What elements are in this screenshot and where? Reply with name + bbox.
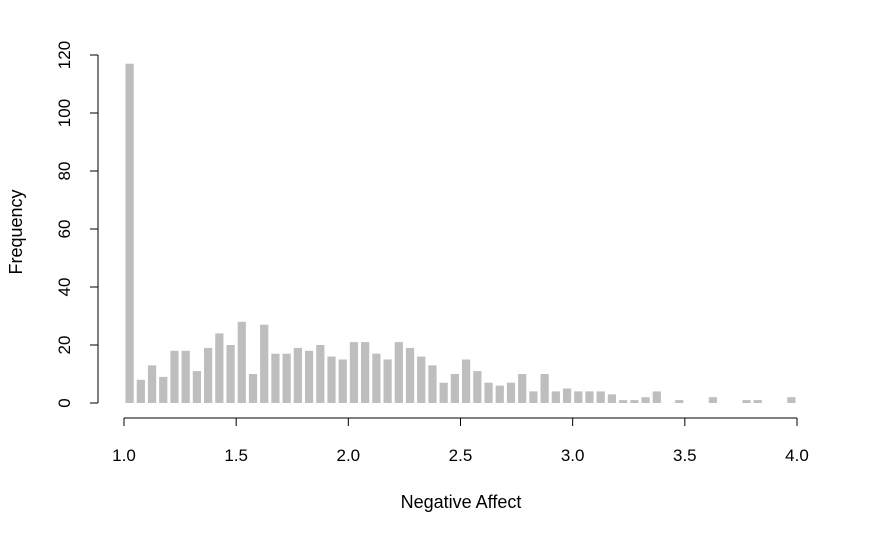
histogram-bar <box>304 350 314 403</box>
bars-group <box>125 63 796 403</box>
y-tick-label: 20 <box>55 336 74 355</box>
histogram-bar <box>574 391 583 403</box>
histogram-bar <box>787 397 796 403</box>
histogram-bar <box>383 359 392 403</box>
histogram-bar <box>136 379 145 403</box>
histogram-bar <box>652 391 661 403</box>
x-axis-title: Negative Affect <box>401 492 522 512</box>
histogram-bar <box>417 356 426 403</box>
histogram-bar <box>742 400 751 403</box>
histogram-bar <box>607 394 617 403</box>
y-tick-label: 60 <box>55 220 74 239</box>
x-tick-label: 3.5 <box>673 446 697 465</box>
x-tick-label: 3.0 <box>561 446 585 465</box>
y-axis-title: Frequency <box>6 189 26 274</box>
histogram-bar <box>462 359 471 403</box>
x-tick-label: 2.5 <box>449 446 473 465</box>
x-tick-label: 2.0 <box>337 446 361 465</box>
histogram-bar <box>226 345 235 403</box>
histogram-bar <box>316 345 325 403</box>
histogram-bar <box>495 385 504 403</box>
histogram-bar <box>596 391 605 403</box>
histogram-bar <box>282 353 291 403</box>
histogram-bar <box>675 400 684 403</box>
histogram-bar <box>125 63 134 403</box>
histogram-bar <box>753 400 762 403</box>
y-tick-label: 0 <box>55 398 74 407</box>
y-tick-label: 80 <box>55 162 74 181</box>
histogram-bar <box>585 391 594 403</box>
histogram-bar <box>405 347 415 403</box>
histogram-bar <box>260 324 269 403</box>
histogram-bar <box>338 359 347 403</box>
histogram-bar <box>192 371 202 403</box>
y-axis: 0 20 40 60 80 100 120 <box>55 41 99 408</box>
y-tick-label: 40 <box>55 278 74 297</box>
x-axis: 1.0 1.5 2.0 2.5 3.0 3.5 4.0 <box>112 417 809 465</box>
histogram-bar <box>181 350 190 403</box>
histogram-bar <box>361 342 370 403</box>
histogram-bar <box>159 376 168 403</box>
x-tick-label: 4.0 <box>785 446 809 465</box>
histogram-bar <box>708 397 717 403</box>
histogram-bar <box>147 365 157 403</box>
histogram-bar <box>529 391 538 403</box>
histogram-bar <box>394 342 403 403</box>
x-tick-label: 1.0 <box>112 446 136 465</box>
y-tick-label: 100 <box>55 99 74 127</box>
histogram-bar <box>518 374 527 403</box>
histogram-bar <box>473 371 482 403</box>
histogram-bar <box>327 356 336 403</box>
histogram-bar <box>540 374 549 403</box>
histogram-bar <box>349 342 359 403</box>
histogram-bar <box>293 347 302 403</box>
histogram-bar <box>170 350 179 403</box>
histogram-bar <box>428 365 437 403</box>
histogram-bar <box>551 391 560 403</box>
histogram-bar <box>562 388 572 403</box>
histogram-bar <box>237 321 246 403</box>
histogram-bar <box>215 333 224 403</box>
y-tick-label: 120 <box>55 41 74 69</box>
histogram-bar <box>641 397 650 403</box>
histogram-bar <box>248 374 258 403</box>
histogram-bar <box>372 353 381 403</box>
histogram-bar <box>484 382 493 403</box>
histogram-bar <box>619 400 628 403</box>
histogram-bar <box>506 382 516 403</box>
histogram-bar <box>271 353 280 403</box>
histogram-bar <box>630 400 639 403</box>
histogram-bar <box>450 374 459 403</box>
x-tick-label: 1.5 <box>224 446 248 465</box>
histogram-bar <box>204 347 213 403</box>
histogram-bar <box>439 382 448 403</box>
